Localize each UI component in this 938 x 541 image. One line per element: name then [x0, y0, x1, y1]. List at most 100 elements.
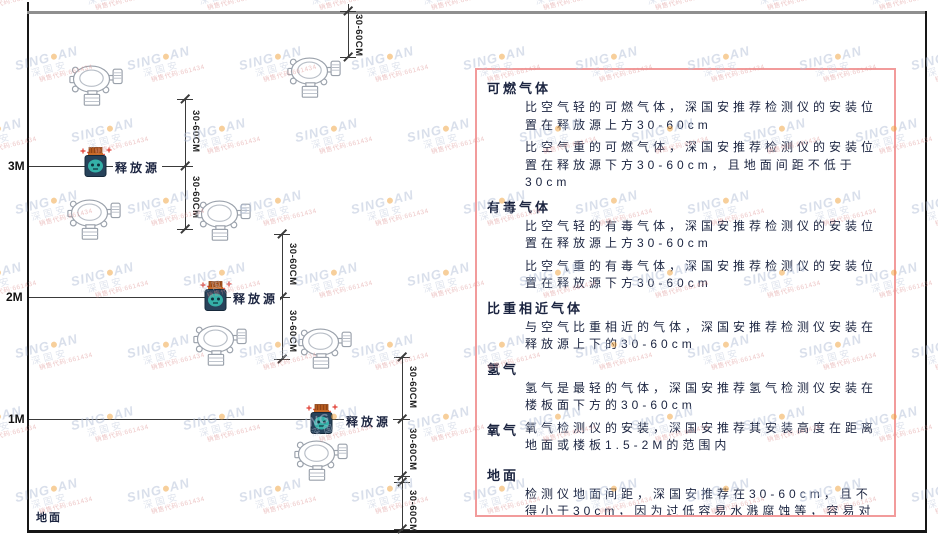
dimension-label: 30-60CM	[407, 490, 418, 533]
info-panel: 可燃气体比空气轻的可燃气体，深国安推荐检测仪的安装位置在释放源上方30-60cm…	[475, 68, 896, 517]
dimension-label: 30-60CM	[353, 14, 364, 57]
brand-dot-icon	[442, 269, 450, 277]
panel-section: 有毒气体比空气轻的有毒气体，深国安推荐检测仪的安装位置在释放源上方30-60cm…	[487, 197, 882, 293]
dim-tick	[394, 523, 410, 534]
section-heading: 地面	[487, 467, 520, 483]
panel-section: 氢气 氢气是最轻的气体，深国安推荐氢气检测仪安装在楼板面下方的30-60cm	[487, 359, 882, 415]
level-line-3m	[29, 166, 185, 167]
panel-section: 氧气 氧气检测仪的安装，深国安推荐其安装高度在距离地面或楼板1.5-2M的范围内	[487, 420, 882, 455]
panel-section: 地面 检测仪地面间距，深国安推荐在30-60cm，且不得小于30cm，因为过低容易…	[487, 465, 882, 517]
level-line-2m	[29, 297, 282, 298]
brand-dot-icon	[0, 413, 2, 421]
section-paragraph: 检测仪地面间距，深国安推荐在30-60cm，且不得小于30cm，因为过低容易水溅…	[525, 486, 875, 517]
brand-dot-icon	[106, 125, 114, 133]
brand-dot-icon	[50, 341, 58, 349]
brand-dot-icon	[106, 269, 114, 277]
brand-dot-icon	[442, 413, 450, 421]
brand-dot-icon	[386, 197, 394, 205]
section-paragraph: 氢气是最轻的气体，深国安推荐氢气检测仪安装在楼板面下方的30-60cm	[525, 380, 878, 413]
ground-label: 地面	[36, 512, 62, 524]
level-line-1m	[29, 419, 402, 420]
gas-detector-icon	[67, 196, 121, 241]
gas-detector-icon	[294, 437, 348, 482]
panel-section: 可燃气体比空气轻的可燃气体，深国安推荐检测仪的安装位置在释放源上方30-60cm…	[487, 78, 882, 192]
brand-dot-icon	[722, 53, 730, 61]
right-wall-line	[925, 11, 927, 533]
brand-dot-icon	[218, 125, 226, 133]
brand-dot-icon	[610, 53, 618, 61]
dim-tick	[394, 413, 410, 424]
brand-dot-icon	[274, 341, 282, 349]
section-paragraph: 比空气轻的有毒气体，深国安推荐检测仪的安装位置在释放源上方30-60cm	[525, 218, 878, 251]
brand-dot-icon	[330, 125, 338, 133]
brand-dot-icon	[162, 485, 170, 493]
section-heading: 有毒气体	[487, 199, 552, 215]
brand-dot-icon	[386, 485, 394, 493]
ground-line	[27, 530, 927, 533]
height-label-1m: 1M	[8, 412, 25, 426]
brand-dot-icon	[50, 197, 58, 205]
section-heading: 氧气	[487, 422, 520, 438]
brand-dot-icon	[386, 341, 394, 349]
section-paragraph: 比空气重的有毒气体，深国安推荐检测仪的安装位置在释放源下方30-60cm	[525, 258, 878, 291]
dim-tick	[177, 93, 193, 104]
section-heading: 氢气	[487, 361, 520, 377]
dim-tick	[177, 160, 193, 171]
brand-dot-icon	[218, 269, 226, 277]
release-source-label: 释放源	[113, 159, 163, 176]
gas-detector-icon	[69, 62, 123, 107]
release-source-label: 释放源	[231, 290, 281, 307]
brand-dot-icon	[50, 485, 58, 493]
dim-tick	[274, 228, 290, 239]
brand-dot-icon	[274, 197, 282, 205]
release-source-icon	[199, 280, 233, 313]
dim-tick	[340, 51, 356, 62]
dim-tick	[177, 223, 193, 234]
dim-tick	[394, 476, 410, 487]
section-paragraph: 比空气重的可燃气体，深国安推荐检测仪的安装位置在释放源下方30-60cm，且地面…	[525, 140, 878, 189]
brand-dot-icon	[50, 53, 58, 61]
dim-tick	[394, 351, 410, 362]
gas-detector-icon	[197, 197, 251, 242]
info-panel-sections: 可燃气体比空气轻的可燃气体，深国安推荐检测仪的安装位置在释放源上方30-60cm…	[487, 78, 882, 517]
brand-dot-icon	[274, 485, 282, 493]
ceiling-line	[27, 11, 926, 14]
brand-dot-icon	[330, 269, 338, 277]
panel-section: 比重相近气体 与空气比重相近的气体，深国安推荐检测仪安装在释放源上下的30-60c…	[487, 298, 882, 354]
brand-dot-icon	[274, 53, 282, 61]
dimension-label: 30-60CM	[407, 428, 418, 471]
dim-tick	[274, 353, 290, 364]
dimension-label: 30-60CM	[287, 310, 298, 353]
height-label-2m: 2M	[6, 290, 23, 304]
height-label-3m: 3M	[8, 159, 25, 173]
dim-tick	[394, 470, 410, 481]
section-paragraph: 比空气轻的可燃气体，深国安推荐检测仪的安装位置在释放源上方30-60cm	[525, 100, 878, 132]
brand-dot-icon	[442, 125, 450, 133]
section-heading: 可燃气体	[487, 81, 552, 96]
dimension-label: 30-60CM	[407, 366, 418, 409]
brand-dot-icon	[0, 269, 2, 277]
dim-line-ceiling	[348, 4, 349, 58]
dimension-label: 30-60CM	[190, 110, 201, 153]
release-source-label: 释放源	[344, 413, 394, 430]
